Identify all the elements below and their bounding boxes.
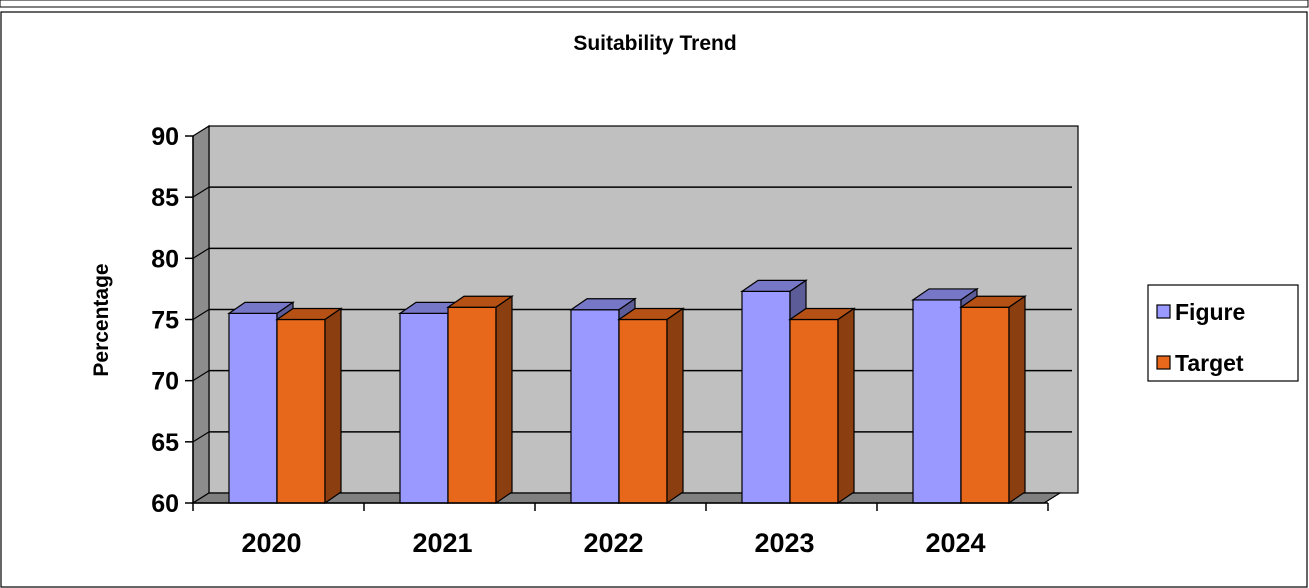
x-tick-label-2022: 2022	[583, 528, 643, 558]
gridline-side	[192, 308, 210, 321]
y-tick-label-80: 80	[151, 245, 179, 273]
x-tick-label-2024: 2024	[925, 528, 985, 558]
bar-target-2022	[618, 318, 668, 504]
y-tick-label-75: 75	[151, 307, 179, 335]
x-tick-label-2020: 2020	[241, 528, 301, 558]
legend-label-figure: Figure	[1175, 299, 1245, 325]
y-tick-label-90: 90	[151, 123, 179, 151]
bar-figure-2024	[912, 299, 962, 504]
y-tick-label-85: 85	[151, 184, 179, 212]
legend-box	[1147, 284, 1299, 382]
bar-figure-2023	[741, 290, 791, 504]
y-tick-label-65: 65	[151, 429, 179, 457]
x-tick-label-2021: 2021	[412, 528, 472, 558]
gridline-side	[192, 370, 210, 382]
gridline-side	[192, 431, 210, 443]
bar-figure-2022	[570, 309, 620, 504]
legend-swatch-figure	[1156, 304, 1171, 319]
bar-side-target-2020	[324, 307, 342, 505]
y-tick-label-70: 70	[151, 368, 179, 396]
bar-side-target-2024	[1008, 295, 1026, 505]
bar-side-target-2022	[666, 307, 684, 505]
y-tick-label-60: 60	[151, 490, 179, 518]
x-tick-label-2023: 2023	[754, 528, 814, 558]
legend: Figure Target	[1147, 284, 1299, 382]
chart-title: Suitability Trend	[573, 32, 736, 55]
gridline-side	[192, 186, 210, 198]
bar-side-target-2021	[495, 295, 513, 505]
top-frame-strip	[0, 0, 1309, 8]
bar-target-2021	[447, 306, 497, 504]
legend-swatch-target	[1156, 355, 1171, 370]
bar-target-2023	[789, 318, 839, 504]
legend-label-target: Target	[1175, 350, 1244, 376]
gridline-side	[192, 247, 210, 259]
y-axis-label: Percentage	[90, 263, 113, 376]
bar-figure-2021	[399, 312, 449, 504]
bar-figure-2020	[228, 312, 278, 504]
bar-side-target-2023	[837, 307, 855, 505]
bar-target-2020	[276, 318, 326, 504]
bar-target-2024	[960, 306, 1010, 504]
